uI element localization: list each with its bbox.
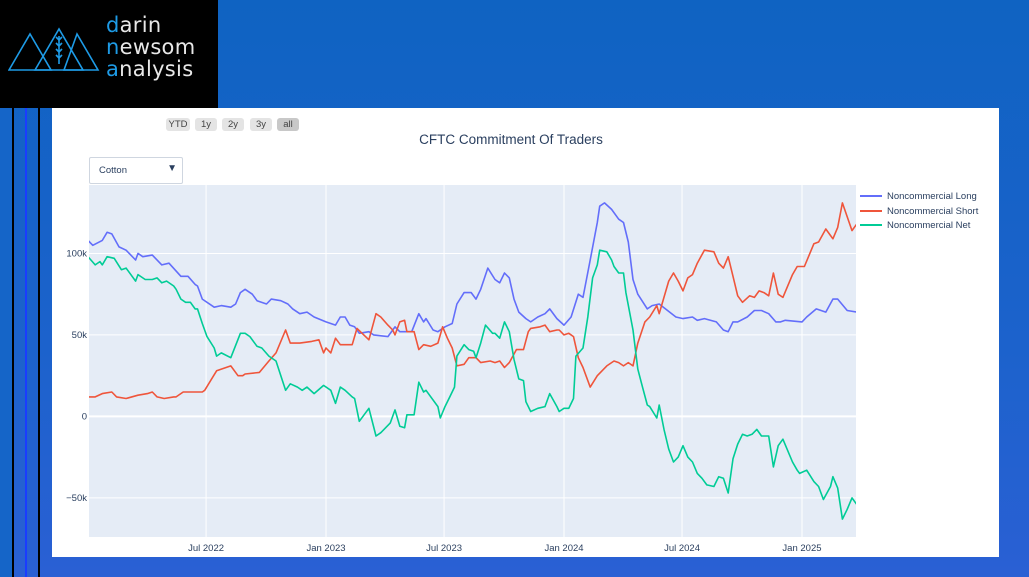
x-tick-label: Jul 2022: [188, 543, 224, 554]
decorative-stripe: [38, 108, 40, 577]
logo-line: darin: [106, 13, 162, 37]
legend-item-short[interactable]: Noncommercial Short: [860, 206, 978, 217]
range-button-1y[interactable]: 1y: [195, 118, 217, 131]
legend-item-long[interactable]: Noncommercial Long: [860, 191, 977, 202]
series-line-noncommercial-net: [89, 249, 856, 520]
legend-swatch: [860, 224, 882, 227]
x-tick-label: Jul 2024: [664, 543, 700, 554]
commodity-dropdown[interactable]: Cotton ▼: [89, 157, 183, 184]
range-button-2y[interactable]: 2y: [222, 118, 244, 131]
legend-swatch: [860, 195, 882, 198]
series-line-noncommercial-long: [89, 202, 856, 338]
x-tick-label: Jan 2024: [544, 543, 583, 554]
chart-panel: Jul 2022 Jan 2023 Jul 2023 Jan 2024 Jul 2024…: [52, 108, 999, 557]
brand-logo: darin newsom analysis: [0, 0, 218, 108]
legend-label: Noncommercial Long: [887, 191, 977, 202]
plot-area: [89, 185, 856, 537]
decorative-stripe: [25, 108, 27, 577]
y-tick-label: 0: [82, 411, 87, 422]
y-tick-label: −50k: [66, 493, 87, 504]
logo-text: darin newsom analysis: [106, 14, 195, 80]
x-tick-label: Jan 2023: [306, 543, 345, 554]
range-button-3y[interactable]: 3y: [250, 118, 272, 131]
y-tick-label: 50k: [72, 330, 88, 341]
y-tick-label: 100k: [66, 248, 87, 259]
range-button-ytd[interactable]: YTD: [166, 118, 190, 131]
line-chart: Jul 2022 Jan 2023 Jul 2023 Jan 2024 Jul 2024…: [66, 185, 856, 554]
x-tick-label: Jul 2023: [426, 543, 462, 554]
decorative-stripe: [12, 108, 14, 577]
legend-swatch: [860, 210, 882, 213]
dropdown-value: Cotton: [99, 165, 127, 176]
series-line-noncommercial-short: [89, 202, 856, 400]
legend-item-net[interactable]: Noncommercial Net: [860, 220, 970, 231]
legend-label: Noncommercial Short: [887, 206, 979, 217]
logo-line: newsom: [106, 35, 196, 59]
legend-label: Noncommercial Net: [887, 220, 971, 231]
range-button-all[interactable]: all: [277, 118, 299, 131]
mountain-wheat-icon: [8, 27, 100, 71]
decorative-stripe: [0, 108, 12, 577]
chevron-down-icon: ▼: [167, 163, 177, 174]
logo-line: analysis: [106, 57, 194, 81]
chart-title: CFTC Commitment Of Traders: [419, 132, 603, 147]
x-tick-label: Jan 2025: [782, 543, 821, 554]
